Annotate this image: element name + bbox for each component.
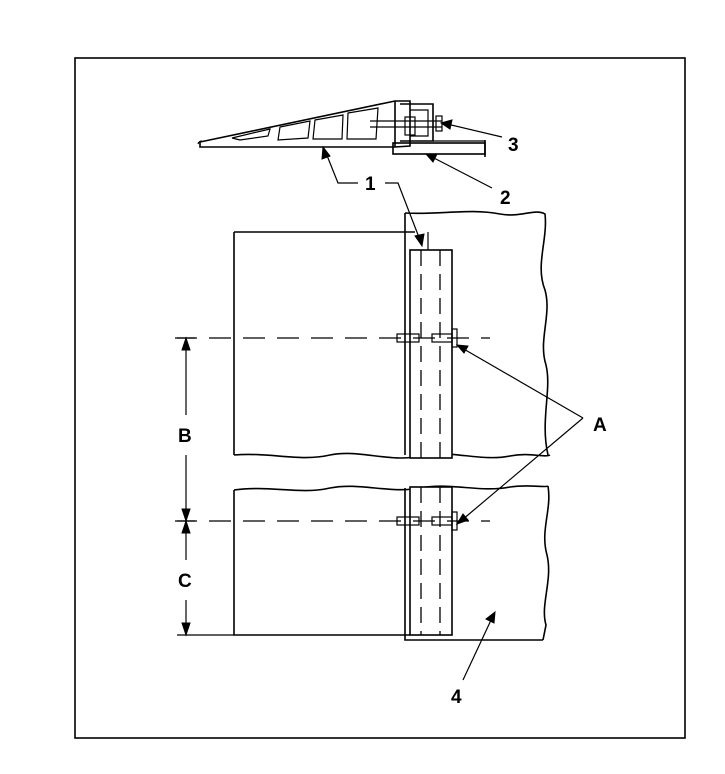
panel-cross-section — [197, 100, 486, 157]
dimension-B: B — [178, 426, 192, 447]
leader-A — [455, 344, 584, 525]
leader-3 — [439, 119, 503, 138]
callout-1: 1 — [365, 174, 376, 195]
leader-4 — [462, 610, 496, 681]
left-panel-lower — [233, 485, 549, 636]
bolt-lower — [396, 511, 458, 531]
callout-A: A — [593, 415, 607, 436]
bolt-centerlines — [175, 337, 490, 522]
drawing-frame — [74, 57, 686, 739]
wall-panel — [404, 210, 550, 641]
callout-4: 4 — [451, 687, 462, 708]
dimension-lines — [177, 336, 234, 637]
left-panel-upper — [233, 231, 551, 459]
dimension-C: C — [178, 571, 192, 592]
bolt-upper — [396, 328, 458, 348]
callout-2: 2 — [500, 188, 511, 209]
leader-2 — [424, 153, 493, 189]
leader-1 — [321, 145, 425, 248]
callout-3: 3 — [508, 135, 519, 156]
support-post — [409, 232, 453, 636]
